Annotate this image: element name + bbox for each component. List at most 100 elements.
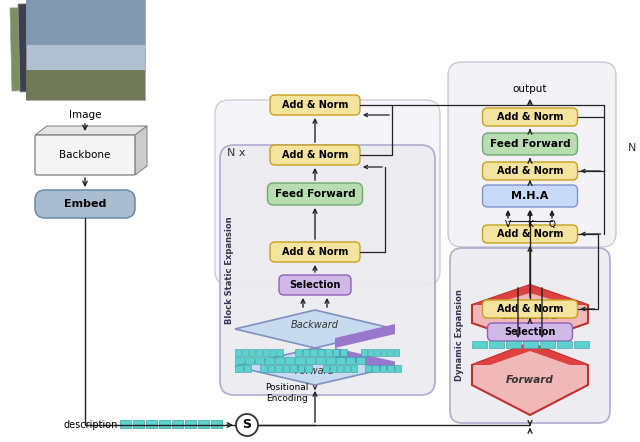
FancyBboxPatch shape [483,225,577,243]
FancyBboxPatch shape [279,275,351,295]
Text: Embed: Embed [64,199,106,209]
Text: N x: N x [628,143,640,153]
Bar [245,357,254,364]
Bar [316,357,324,364]
Polygon shape [472,285,588,343]
Polygon shape [235,348,395,385]
Bar [260,365,267,372]
FancyBboxPatch shape [220,145,435,395]
FancyBboxPatch shape [488,323,573,341]
Bar [283,365,289,372]
Bar [372,365,379,372]
Polygon shape [35,126,147,135]
Polygon shape [135,126,147,175]
FancyBboxPatch shape [35,135,135,175]
Text: Backward: Backward [291,320,339,330]
Bar [275,357,284,364]
Bar [365,365,371,372]
Bar [159,420,170,428]
Text: Add & Norm: Add & Norm [497,166,563,176]
Text: Forward: Forward [295,366,335,377]
Text: V: V [505,220,511,229]
Text: Backward: Backward [502,311,559,321]
Polygon shape [472,343,588,415]
Bar [380,365,386,372]
FancyBboxPatch shape [483,108,577,126]
Polygon shape [26,0,145,45]
Text: Feed Forward: Feed Forward [275,189,355,199]
FancyBboxPatch shape [270,95,360,115]
Bar [323,365,329,372]
Text: Block Static Expansion: Block Static Expansion [225,216,234,324]
Bar [472,341,487,348]
Text: Selection: Selection [289,280,340,290]
Circle shape [236,414,258,436]
Polygon shape [26,70,145,100]
Polygon shape [10,5,122,91]
Bar [540,341,555,348]
Polygon shape [335,324,395,348]
Bar [356,357,365,364]
Bar [285,357,294,364]
Text: Add & Norm: Add & Norm [282,100,348,110]
FancyBboxPatch shape [35,190,135,218]
Bar [336,357,345,364]
Text: Add & Norm: Add & Norm [497,112,563,122]
Bar [211,420,222,428]
Bar [344,365,350,372]
Polygon shape [335,348,395,371]
Bar [310,349,317,356]
FancyBboxPatch shape [450,248,610,423]
Bar [557,341,572,348]
Bar [489,341,504,348]
Bar [346,357,355,364]
Bar [270,349,276,356]
FancyBboxPatch shape [448,62,616,247]
Text: Feed Forward: Feed Forward [490,139,570,149]
Polygon shape [472,285,588,305]
Bar [172,420,183,428]
Polygon shape [472,343,588,365]
Bar [394,349,399,356]
Bar [235,357,244,364]
Text: N x: N x [227,148,246,158]
Bar [133,420,144,428]
Text: Q: Q [548,220,556,229]
Bar [387,365,394,372]
FancyBboxPatch shape [483,133,577,155]
Bar [256,349,262,356]
FancyBboxPatch shape [270,145,360,165]
Bar [277,349,283,356]
Bar [235,349,241,356]
Bar [330,365,336,372]
Bar [574,341,589,348]
Bar [268,365,274,372]
Bar [235,365,243,372]
Bar [185,420,196,428]
Bar [326,357,335,364]
Text: Image: Image [68,110,101,120]
Text: K: K [527,220,533,229]
Text: Selection: Selection [504,327,556,337]
Bar [305,357,315,364]
FancyBboxPatch shape [483,300,577,318]
Text: Backbone: Backbone [60,150,111,160]
Polygon shape [18,2,130,92]
Bar [305,365,312,372]
Text: Add & Norm: Add & Norm [282,150,348,160]
Polygon shape [235,310,395,348]
Bar [303,349,309,356]
Bar [243,365,251,372]
Text: S: S [243,419,252,431]
Bar [351,365,357,372]
Bar [367,349,373,356]
Bar [333,349,339,356]
Bar [198,420,209,428]
FancyBboxPatch shape [215,100,440,285]
FancyBboxPatch shape [483,162,577,180]
FancyBboxPatch shape [483,185,577,207]
Text: Add & Norm: Add & Norm [497,304,563,314]
Text: M.H.A: M.H.A [511,191,548,201]
Text: Dynamic Expansion: Dynamic Expansion [456,290,465,381]
Bar [523,341,538,348]
